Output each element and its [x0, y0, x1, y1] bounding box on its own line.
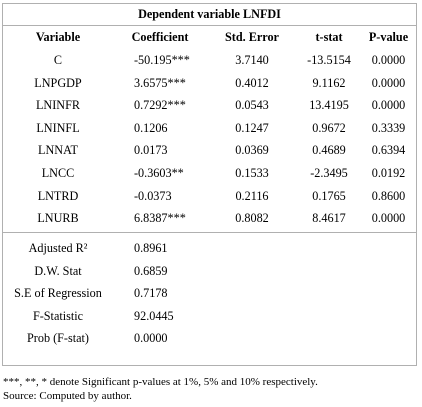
stats-divider [3, 232, 416, 233]
table-cell: 6.8387*** [134, 211, 186, 226]
stat-label: Adjusted R² [28, 241, 88, 255]
table-cell: -0.0373 [134, 188, 172, 203]
table-cell: LNINFR [35, 98, 80, 113]
header-coefficient: Coefficient [131, 30, 189, 44]
table-title: Dependent variable LNFDI [138, 7, 281, 21]
table-cell: 0.2116 [235, 188, 269, 203]
table-cell: 0.0000 [371, 75, 406, 90]
table-cell: -2.3495 [310, 166, 348, 180]
stat-value: 0.6859 [134, 263, 168, 278]
table-cell: 0.9672 [312, 120, 346, 135]
table-cell: 0.0173 [134, 143, 168, 158]
title-divider [3, 25, 416, 26]
table-cell: LNINFL [36, 120, 80, 135]
table-cell: 9.1162 [312, 75, 346, 90]
table-cell: LNURB [37, 211, 79, 226]
table-cell: 8.4617 [312, 211, 346, 226]
table-cell: C [53, 53, 63, 67]
header-std-error: Std. Error [225, 30, 279, 44]
table-cell: 0.8600 [371, 188, 406, 203]
table-cell: 0.7292*** [134, 98, 186, 113]
table-cell: 0.8082 [235, 211, 269, 226]
table-cell: 0.0192 [371, 166, 406, 180]
stat-value: 0.0000 [134, 331, 168, 346]
stat-value: 92.0445 [134, 308, 174, 323]
stat-label: S.E of Regression [14, 286, 102, 301]
table-cell: 3.6575*** [134, 75, 186, 90]
table-cell: 0.1206 [134, 120, 168, 135]
table-cell: 3.7140 [235, 53, 269, 67]
header-t-stat: t-stat [315, 30, 343, 44]
header-p-value: P-value [368, 30, 409, 44]
table-cell: 0.1533 [235, 166, 269, 180]
table-cell: 0.1765 [312, 188, 346, 203]
table-cell: LNNAT [38, 143, 78, 158]
table-cell: 0.0000 [371, 98, 406, 113]
table-cell: -50.195*** [134, 53, 190, 67]
source-note: Source: Computed by author. [3, 390, 132, 402]
stat-value: 0.8961 [134, 241, 168, 255]
regression-table: Dependent variable LNFDI Variable Coeffi… [2, 3, 417, 366]
stat-label: F-Statistic [32, 308, 84, 323]
stat-label: Prob (F-stat) [27, 331, 89, 346]
stat-label: D.W. Stat [34, 263, 82, 278]
table-cell: -0.3603** [134, 166, 184, 180]
table-cell: 0.6394 [371, 143, 406, 158]
table-cell: 13.4195 [309, 98, 349, 113]
table-cell: 0.4689 [312, 143, 346, 158]
table-cell: 0.0000 [371, 211, 406, 226]
table-cell: LNPGDP [34, 75, 82, 90]
table-cell: 0.4012 [235, 75, 269, 90]
table-cell: -13.5154 [307, 53, 351, 67]
table-cell: 0.3339 [371, 120, 406, 135]
table-cell: LNTRD [37, 188, 79, 203]
stat-value: 0.7178 [134, 286, 168, 301]
table-cell: 0.0369 [235, 143, 269, 158]
table-cell: 0.0543 [235, 98, 269, 113]
table-cell: 0.1247 [235, 120, 269, 135]
significance-note: ***, **, * denote Significant p-values a… [3, 376, 318, 388]
table-cell: 0.0000 [371, 53, 406, 67]
header-variable: Variable [35, 30, 81, 44]
table-cell: LNCC [41, 166, 75, 180]
